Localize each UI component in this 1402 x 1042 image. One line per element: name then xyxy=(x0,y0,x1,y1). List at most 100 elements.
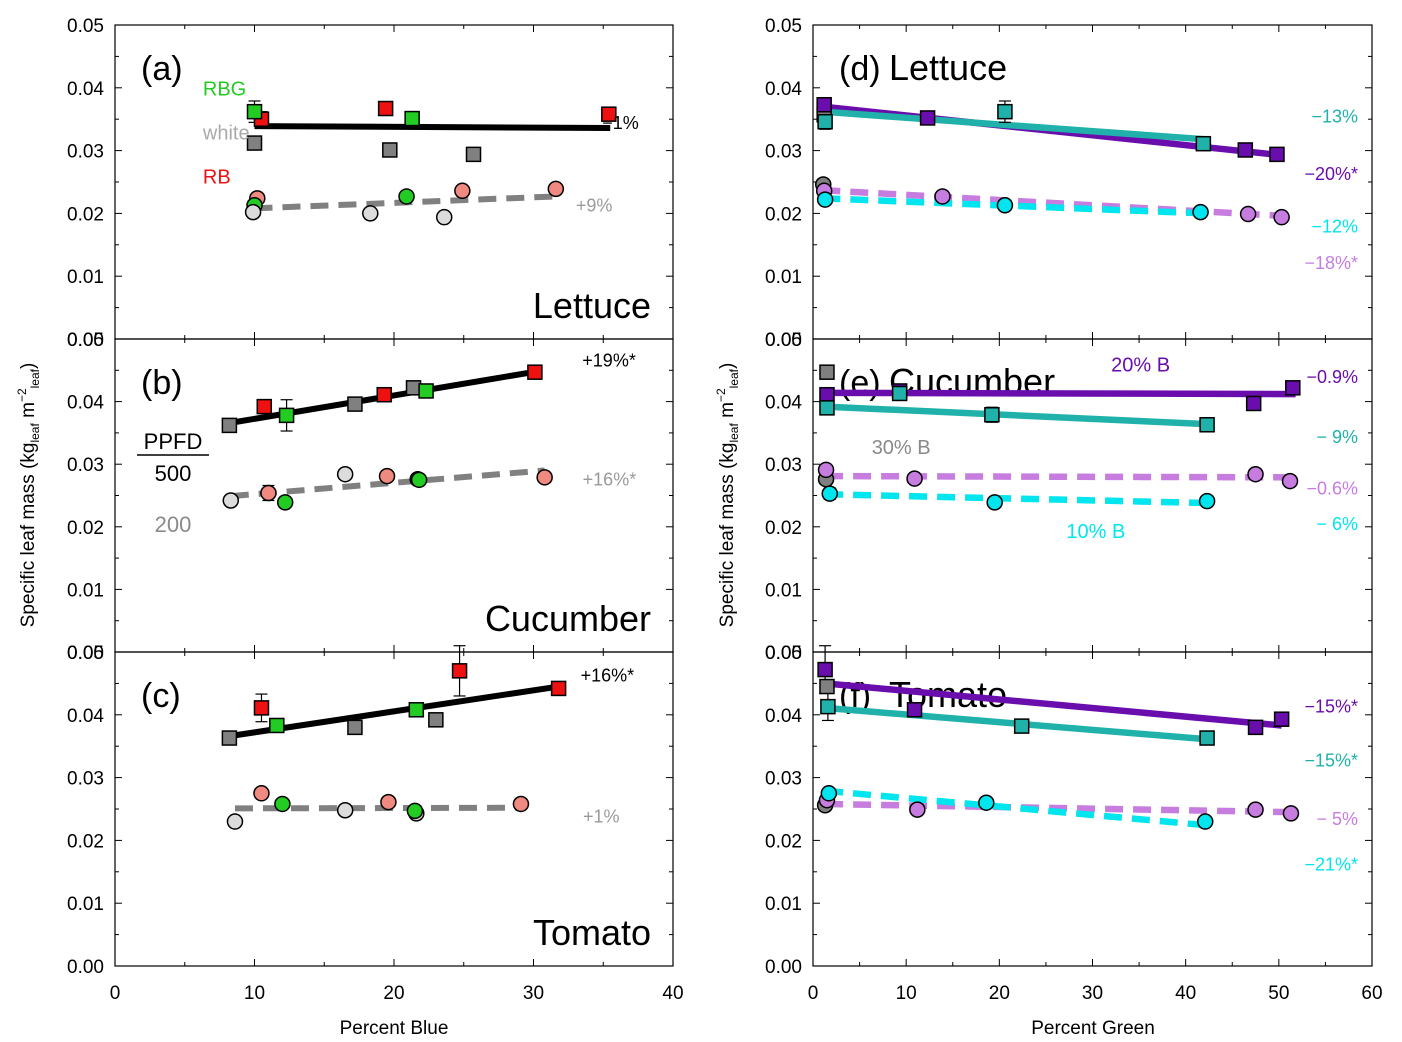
data-point-square xyxy=(1285,380,1301,396)
data-point-square xyxy=(278,407,295,424)
data-point-square xyxy=(221,417,238,434)
y-tick-label: 0.00 xyxy=(765,643,802,664)
data-point-square xyxy=(246,135,263,151)
y-tick-label: 0.01 xyxy=(67,267,104,288)
left-y-axis-title: Specific leaf mass (kgleaf m−2leaf) xyxy=(15,363,42,628)
data-point-circle xyxy=(406,802,424,820)
y-tick-label: 0.01 xyxy=(765,267,802,288)
x-tick-label: 0 xyxy=(808,983,819,1004)
data-point-square xyxy=(347,396,363,412)
legend-ppfd-high: 500 xyxy=(155,461,192,486)
y-tick-label: 0.01 xyxy=(765,894,802,915)
data-point-square xyxy=(404,110,420,127)
data-point-square xyxy=(891,385,908,402)
data-point-square xyxy=(1273,711,1290,727)
y-tick-label: 0.02 xyxy=(765,204,802,225)
x-tick-label: 0 xyxy=(110,983,121,1004)
panel-c: 0.00 0.01 0.02 0.03 0.04 0.05 0 10 20 30 40 (c) Toma… xyxy=(67,643,684,1004)
data-point-circle xyxy=(820,785,838,802)
y-tick-label: 0.01 xyxy=(67,580,104,601)
y-tick-label: 0.03 xyxy=(67,455,104,476)
data-point-circle xyxy=(909,801,926,818)
fit-change-label: +16%* xyxy=(581,666,635,686)
fit-change-label: −0.9% xyxy=(1306,367,1358,387)
data-point-square xyxy=(1199,730,1215,746)
right-y-title-sub2: leaf xyxy=(727,368,741,388)
crop-label: Lettuce xyxy=(533,285,651,326)
y-tick-label: 0.01 xyxy=(765,580,802,601)
data-point-circle xyxy=(986,494,1003,511)
panel-f: 0.000.010.020.030.040.050 10 20 30 40 50 60(f)… xyxy=(765,643,1383,1004)
y-tick-label: 0.02 xyxy=(765,518,802,539)
data-point-circle xyxy=(454,182,471,200)
panel-note: white xyxy=(202,122,250,144)
panel-note: 10% B xyxy=(1066,521,1125,543)
data-point-square xyxy=(377,100,394,117)
panel-label: (a) xyxy=(141,50,183,88)
data-point-circle xyxy=(253,785,270,802)
left-y-title-main: Specific leaf mass (kg xyxy=(18,443,39,628)
y-tick-label: 0.02 xyxy=(765,831,802,852)
data-point-square xyxy=(1269,146,1285,163)
right-y-axis-title: Specific leaf mass (kgleaf m−2leaf) xyxy=(714,363,741,628)
y-tick-label: 0.05 xyxy=(765,643,802,664)
right-y-title-end: ) xyxy=(717,363,738,369)
data-point-square xyxy=(253,700,270,716)
data-point-square xyxy=(256,398,273,415)
data-point-square xyxy=(984,406,1000,423)
data-point-circle xyxy=(1198,492,1216,510)
y-tick-label: 0.00 xyxy=(765,330,802,351)
fit-change-label: −12% xyxy=(1311,216,1358,236)
y-tick-label: 0.03 xyxy=(765,455,802,476)
fit-line xyxy=(254,123,611,131)
y-tick-label: 0.05 xyxy=(67,330,104,351)
data-point-square xyxy=(816,97,832,113)
data-point-square xyxy=(919,110,936,126)
fit-line xyxy=(824,787,1208,829)
panel-note: RB xyxy=(203,166,231,188)
panel-note: 20% B xyxy=(1111,355,1170,377)
x-tick-label: 20 xyxy=(989,983,1010,1004)
data-point-square xyxy=(451,663,468,679)
data-point-square xyxy=(376,386,392,403)
data-point-square xyxy=(819,678,835,695)
data-point-circle xyxy=(536,469,553,486)
panels-group: 0.00 0.01 0.02 0.03 0.04 0.05 (a) Lettuce −1% +9%… xyxy=(67,16,1383,1004)
data-point-circle xyxy=(1247,801,1264,818)
data-point-square xyxy=(601,106,617,122)
data-point-square xyxy=(1195,135,1212,152)
fit-change-label: +9% xyxy=(576,195,613,215)
data-point-square xyxy=(550,680,567,697)
data-point-square xyxy=(1237,142,1254,158)
data-point-square xyxy=(819,400,835,416)
panel-note: 30% B xyxy=(872,437,931,459)
data-point-circle xyxy=(260,484,277,502)
fit-change-label: −0.6% xyxy=(1306,478,1358,498)
data-point-square xyxy=(428,712,444,728)
right-y-title-mid: m xyxy=(717,402,738,423)
fit-change-label: +19%* xyxy=(582,351,636,371)
fit-line xyxy=(825,490,1208,507)
panel-b: 0.00 0.01 0.02 0.03 0.04 0.05 (b) Cucumber +19%*… xyxy=(67,330,674,664)
panel-label: (e) xyxy=(839,364,881,402)
data-point-square xyxy=(1245,395,1262,412)
x-tick-label: 30 xyxy=(1082,983,1103,1004)
fit-change-label: −18%* xyxy=(1304,253,1358,273)
left-y-title-sub1: leaf xyxy=(28,423,42,443)
data-point-circle xyxy=(336,802,354,819)
data-point-square xyxy=(418,383,434,399)
left-y-title-sub2: leaf xyxy=(28,368,42,388)
data-point-circle xyxy=(378,467,396,485)
data-point-square xyxy=(817,113,833,130)
y-tick-label: 0.04 xyxy=(67,706,104,727)
data-point-circle xyxy=(1247,465,1264,483)
data-point-circle xyxy=(996,196,1014,214)
data-point-square xyxy=(820,698,836,715)
fit-line xyxy=(825,800,1292,816)
y-tick-label: 0.02 xyxy=(67,204,104,225)
x-tick-label: 20 xyxy=(383,983,404,1004)
y-tick-label: 0.05 xyxy=(67,16,104,37)
y-tick-label: 0.00 xyxy=(67,330,104,351)
fit-line xyxy=(822,195,1205,217)
